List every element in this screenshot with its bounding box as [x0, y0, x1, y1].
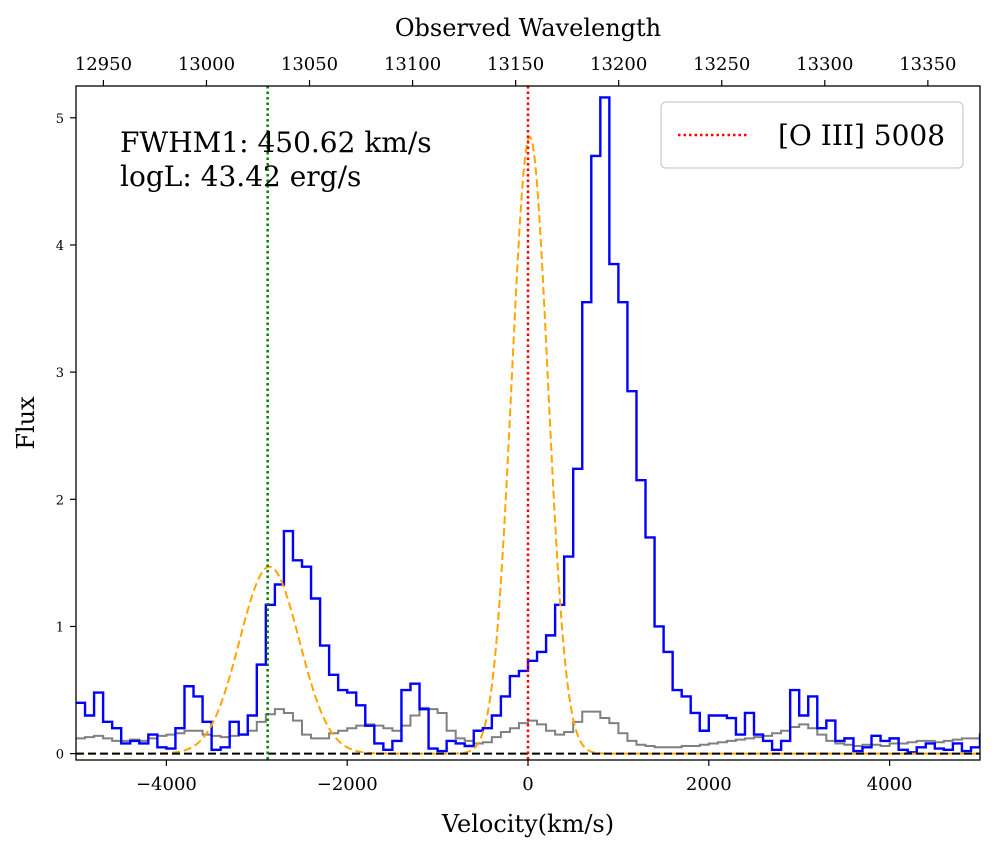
- y-axis-title: Flux: [12, 396, 40, 450]
- top-tick-label: 13000: [178, 54, 235, 75]
- top-tick-label: 13350: [899, 54, 956, 75]
- top-tick-label: 13250: [693, 54, 750, 75]
- x-tick-label: −4000: [136, 774, 197, 795]
- series-flux: [76, 96, 980, 754]
- y-tick-label: 3: [56, 366, 64, 381]
- legend: [O III] 5008: [660, 101, 964, 169]
- y-tick-label: 2: [56, 493, 64, 508]
- y-tick-label: 1: [56, 620, 64, 635]
- y-tick-label: 5: [56, 112, 64, 127]
- top-tick-label: 12950: [75, 54, 132, 75]
- y-tick-label: 4: [56, 239, 64, 254]
- legend-label: [O III] 5008: [778, 119, 945, 152]
- series-error: [76, 706, 980, 749]
- x-axis-title: Velocity(km/s): [441, 810, 614, 838]
- top-tick-label: 13050: [281, 54, 338, 75]
- top-tick-label: 13100: [384, 54, 441, 75]
- legend-box: [660, 101, 964, 169]
- ticks-layer: −4000 −2000 0 2000 4000 0 1 2 3 4 5 12950 13000 13050…: [56, 54, 957, 795]
- annotation-fwhm: FWHM1: 450.62 km/s: [120, 126, 432, 159]
- y-tick-label: 0: [56, 748, 64, 763]
- lines-layer: [76, 86, 980, 760]
- top-tick-label: 13300: [796, 54, 853, 75]
- x-tick-label: 4000: [867, 774, 913, 795]
- top-tick-label: 13150: [487, 54, 544, 75]
- x-tick-label: 2000: [686, 774, 732, 795]
- top-axis-title: Observed Wavelength: [395, 14, 661, 42]
- x-tick-label: 0: [522, 774, 533, 795]
- series-layer: [76, 96, 980, 755]
- x-tick-label: −2000: [317, 774, 378, 795]
- annotation-luminosity: logL: 43.42 erg/s: [120, 160, 361, 193]
- series-gaussian-fit: [76, 135, 980, 755]
- top-tick-label: 13200: [590, 54, 647, 75]
